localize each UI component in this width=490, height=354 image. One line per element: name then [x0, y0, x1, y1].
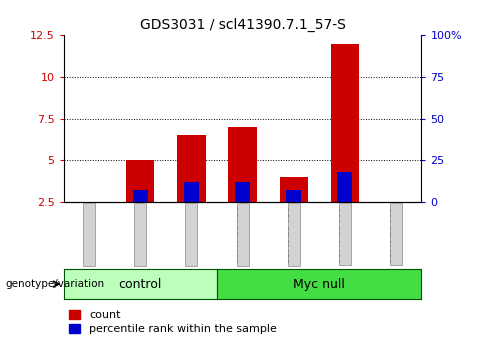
Text: genotype/variation: genotype/variation — [5, 279, 104, 289]
Bar — [331, 44, 359, 202]
Title: GDS3031 / scl41390.7.1_57-S: GDS3031 / scl41390.7.1_57-S — [140, 17, 345, 32]
Bar — [235, 182, 250, 202]
Bar — [133, 190, 148, 202]
Bar — [126, 160, 154, 202]
Bar — [280, 177, 308, 202]
Bar — [177, 135, 205, 202]
Bar — [184, 182, 199, 202]
Text: Myc null: Myc null — [293, 278, 345, 291]
Legend: count, percentile rank within the sample: count, percentile rank within the sample — [69, 310, 277, 334]
Text: control: control — [119, 278, 162, 291]
Bar — [286, 190, 301, 202]
Bar — [337, 172, 352, 202]
Bar — [228, 127, 257, 202]
